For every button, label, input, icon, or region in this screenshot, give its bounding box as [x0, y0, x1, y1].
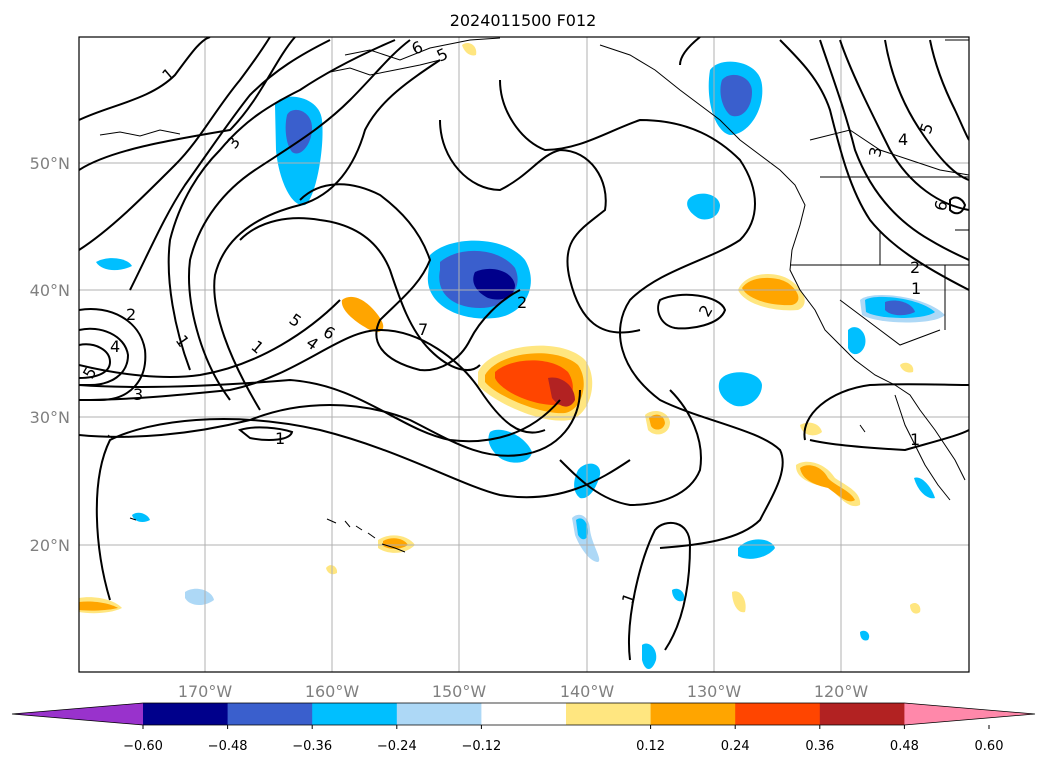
positive-anomaly-area: [548, 377, 575, 407]
negative-anomaly-area: [473, 268, 515, 300]
positive-anomaly-area: [341, 296, 384, 332]
positive-anomaly-area: [742, 277, 799, 306]
longitude-labels: 170°W 160°W 150°W 140°W 130°W 120°W: [178, 682, 869, 701]
colorbar-tick-label: 0.48: [890, 739, 919, 754]
lon-label: 150°W: [432, 682, 487, 701]
lon-label: 160°W: [305, 682, 360, 701]
negative-anomaly-area: [718, 372, 762, 407]
colorbar-segment: [819, 703, 905, 725]
positive-anomaly-area: [462, 43, 477, 56]
colorbar-tick-label: −0.36: [292, 739, 332, 754]
contour-label: 4: [898, 130, 908, 149]
colorbar-tick-label: −0.12: [461, 739, 501, 754]
colorbar-tick-label: −0.60: [123, 739, 163, 754]
colorbar-segment: [650, 703, 736, 725]
negative-anomaly-area: [885, 300, 915, 316]
contour-label: 4: [110, 337, 120, 356]
lon-label: 130°W: [687, 682, 742, 701]
contour-label: 3: [865, 145, 885, 158]
colorbar-tick-label: 0.60: [975, 739, 1004, 754]
map-frame: [78, 36, 970, 673]
contour-label: 1: [275, 429, 285, 448]
contour-label: 1: [910, 430, 920, 449]
colorbar-extend-low: [12, 703, 143, 725]
lon-label: 120°W: [814, 682, 869, 701]
negative-anomaly-area: [285, 109, 312, 154]
contour-label: 2: [126, 305, 136, 324]
positive-anomaly-area: [900, 362, 914, 373]
colorbar: −0.60 −0.48 −0.36 −0.24 −0.12 0.12 0.24 0.36 0.4…: [11, 702, 1036, 754]
colorbar-tick-label: 0.24: [721, 739, 750, 754]
latitude-labels: 50°N 40°N 30°N 20°N: [30, 154, 70, 555]
colorbar-tick-label: 0.36: [805, 739, 834, 754]
lat-label: 50°N: [30, 154, 70, 173]
colorbar-segment: [143, 703, 229, 725]
colorbar-segment: [396, 703, 482, 725]
negative-anomaly-area: [96, 258, 132, 271]
lat-label: 20°N: [30, 536, 70, 555]
colorbar-segment: [735, 703, 821, 725]
lon-label: 170°W: [178, 682, 233, 701]
negative-anomaly-area: [848, 327, 866, 355]
negative-anomaly-area: [914, 477, 935, 499]
height-contours: [79, 37, 969, 661]
colorbar-tick-label: 0.12: [636, 739, 665, 754]
lat-label: 40°N: [30, 281, 70, 300]
positive-anomaly-area: [910, 602, 921, 614]
coastlines: [99, 37, 969, 553]
colorbar-extend-high: [904, 703, 1035, 725]
lon-label: 140°W: [560, 682, 615, 701]
colorbar-segment: [227, 703, 313, 725]
map-panel: 1 3 2 4 5 1 1 3 5 6 4 1 7 2 2 5 6 3 4 5 …: [79, 37, 969, 672]
contour-label: 6: [931, 198, 952, 213]
lat-label: 30°N: [30, 408, 70, 427]
positive-anomaly-area: [79, 601, 118, 611]
contour-label: 7: [418, 320, 428, 339]
positive-anomaly-area: [649, 414, 665, 430]
colorbar-tick-label: −0.24: [377, 739, 417, 754]
contour-label: 1: [911, 279, 921, 298]
negative-anomaly-area: [132, 512, 150, 523]
negative-anomaly-area: [672, 588, 685, 602]
contour-label: 2: [517, 293, 527, 312]
contour-label: 2: [910, 258, 920, 277]
negative-anomaly-area: [738, 539, 775, 559]
contour-label: 3: [133, 385, 143, 404]
negative-anomaly-area: [185, 588, 214, 606]
negative-anomaly-area: [720, 74, 752, 117]
colorbar-segment: [566, 703, 652, 725]
negative-anomaly-area: [687, 193, 720, 220]
colorbar-segment: [312, 703, 398, 725]
negative-anomaly-area: [576, 518, 588, 540]
negative-anomaly-area: [860, 630, 870, 641]
negative-anomaly-area: [642, 643, 657, 669]
figure-title: 2024011500 F012: [450, 11, 597, 30]
colorbar-tick-label: −0.48: [208, 739, 248, 754]
positive-anomaly-area: [732, 591, 746, 613]
colorbar-segment: [481, 703, 567, 725]
